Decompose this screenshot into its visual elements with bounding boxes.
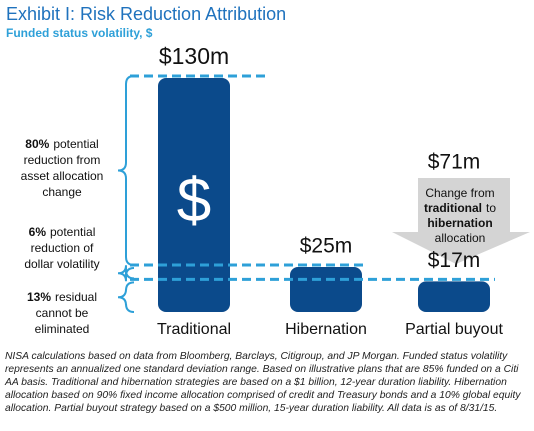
annotation-bold: 13% (27, 290, 51, 304)
chart-title: Exhibit I: Risk Reduction Attribution (6, 4, 286, 24)
value-label: $130m (159, 43, 229, 69)
annotation-text: residual (55, 290, 97, 304)
annotation-text: asset allocation (21, 169, 104, 183)
change-note-part: to (486, 201, 496, 215)
change-note: Change from (425, 186, 494, 200)
chart-subtitle: Funded status volatility, $ (6, 26, 153, 40)
change-note: hibernation (427, 216, 492, 230)
annotation: reduction of (31, 241, 94, 255)
chart: Exhibit I: Risk Reduction Attribution Fu… (6, 4, 530, 338)
change-note-part: traditional (424, 201, 482, 215)
change-note: traditional to (424, 201, 496, 215)
x-tick-label: Traditional (157, 321, 231, 338)
footnote: NISA calculations based on data from Blo… (5, 351, 521, 414)
annotation: cannot be (36, 306, 89, 320)
annotation-bold: 80% (25, 137, 49, 151)
bracket (117, 281, 135, 313)
bracket (117, 265, 135, 282)
annotation: change (42, 185, 82, 199)
annotation-text: change (42, 185, 82, 199)
value-label: $25m (300, 235, 353, 258)
annotation: 6% potential (29, 225, 96, 239)
annotation: 13% residual (27, 290, 97, 304)
annotation: 80% potential (25, 137, 98, 151)
annotation-text: cannot be (36, 306, 89, 320)
change-note-part: allocation (435, 231, 486, 245)
x-tick-label: Partial buyout (405, 321, 503, 338)
bracket (117, 75, 135, 266)
bar (158, 78, 230, 312)
annotation: eliminated (35, 322, 90, 336)
value-label: $17m (428, 249, 481, 272)
bar (290, 267, 362, 312)
annotation-text: potential (53, 137, 98, 151)
change-note-part: hibernation (427, 216, 492, 230)
bar-icon: $ (177, 166, 211, 235)
annotation: reduction from (24, 153, 101, 167)
annotation-text: dollar volatility (24, 257, 99, 271)
annotation-text: eliminated (35, 322, 90, 336)
annotation-text: reduction of (31, 241, 94, 255)
annotation: asset allocation (21, 169, 104, 183)
change-note-part: Change from (425, 186, 494, 200)
x-tick-label: Hibernation (285, 321, 367, 338)
annotation-bold: 6% (29, 225, 47, 239)
change-label: $71m (428, 151, 481, 174)
change-arrow (392, 178, 530, 264)
bar (418, 281, 490, 312)
annotation-text: potential (50, 225, 95, 239)
annotation-text: reduction from (24, 153, 101, 167)
annotation: dollar volatility (24, 257, 99, 271)
change-note: allocation (435, 231, 486, 245)
